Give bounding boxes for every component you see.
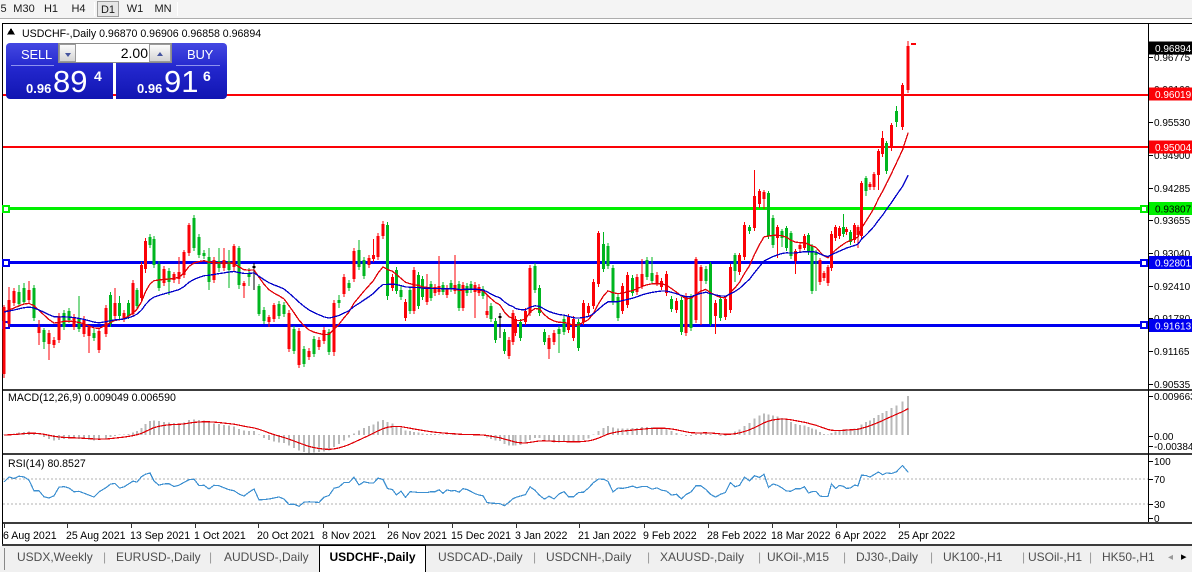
svg-text:18 Mar 2022: 18 Mar 2022 xyxy=(771,530,831,542)
svg-text:100: 100 xyxy=(1154,457,1171,468)
svg-text:3 Jan 2022: 3 Jan 2022 xyxy=(515,530,568,542)
svg-text:USDCHF-,Daily 0.96870 0.96906: USDCHF-,Daily 0.96870 0.96906 0.96858 0.… xyxy=(22,28,261,40)
svg-text:0.94900: 0.94900 xyxy=(1154,151,1191,162)
svg-text:0.95004: 0.95004 xyxy=(1155,143,1192,154)
svg-text:1 Oct 2021: 1 Oct 2021 xyxy=(194,530,246,542)
svg-text:15 Dec 2021: 15 Dec 2021 xyxy=(451,530,511,542)
svg-text:0.91613: 0.91613 xyxy=(1155,322,1192,333)
svg-text:0.92801: 0.92801 xyxy=(1155,259,1192,270)
svg-text:70: 70 xyxy=(1154,475,1166,486)
svg-text:0.00: 0.00 xyxy=(1154,432,1174,443)
svg-text:-0.00384: -0.00384 xyxy=(1154,442,1192,453)
svg-text:8 Nov 2021: 8 Nov 2021 xyxy=(322,530,376,542)
svg-text:25 Apr 2022: 25 Apr 2022 xyxy=(898,530,955,542)
svg-text:0: 0 xyxy=(1154,514,1160,525)
svg-text:28 Feb 2022: 28 Feb 2022 xyxy=(707,530,767,542)
svg-text:6 Apr 2022: 6 Apr 2022 xyxy=(835,530,886,542)
svg-text:0.93807: 0.93807 xyxy=(1155,205,1192,216)
svg-text:25 Aug 2021: 25 Aug 2021 xyxy=(66,530,126,542)
svg-text:9 Feb 2022: 9 Feb 2022 xyxy=(643,530,697,542)
svg-text:0.90535: 0.90535 xyxy=(1154,380,1191,391)
svg-text:0.96775: 0.96775 xyxy=(1154,53,1191,64)
svg-text:20 Oct 2021: 20 Oct 2021 xyxy=(257,530,315,542)
svg-text:0.93655: 0.93655 xyxy=(1154,216,1191,227)
svg-text:0.91165: 0.91165 xyxy=(1154,347,1190,358)
svg-text:0.93040: 0.93040 xyxy=(1154,249,1191,260)
svg-text:0.96019: 0.96019 xyxy=(1155,90,1192,101)
svg-text:RSI(14) 80.8527: RSI(14) 80.8527 xyxy=(8,458,86,470)
svg-text:0.009663: 0.009663 xyxy=(1154,392,1192,403)
svg-text:30: 30 xyxy=(1154,500,1166,511)
svg-text:0.94285: 0.94285 xyxy=(1154,184,1191,195)
svg-text:MACD(12,26,9) 0.009049 0.00659: MACD(12,26,9) 0.009049 0.006590 xyxy=(8,392,176,404)
svg-text:6 Aug 2021: 6 Aug 2021 xyxy=(3,530,57,542)
svg-text:0.96894: 0.96894 xyxy=(1155,44,1192,55)
svg-text:21 Jan 2022: 21 Jan 2022 xyxy=(578,530,636,542)
svg-text:26 Nov 2021: 26 Nov 2021 xyxy=(387,530,447,542)
svg-text:0.92410: 0.92410 xyxy=(1154,282,1191,293)
svg-text:13 Sep 2021: 13 Sep 2021 xyxy=(130,530,190,542)
svg-text:0.95530: 0.95530 xyxy=(1154,118,1191,129)
